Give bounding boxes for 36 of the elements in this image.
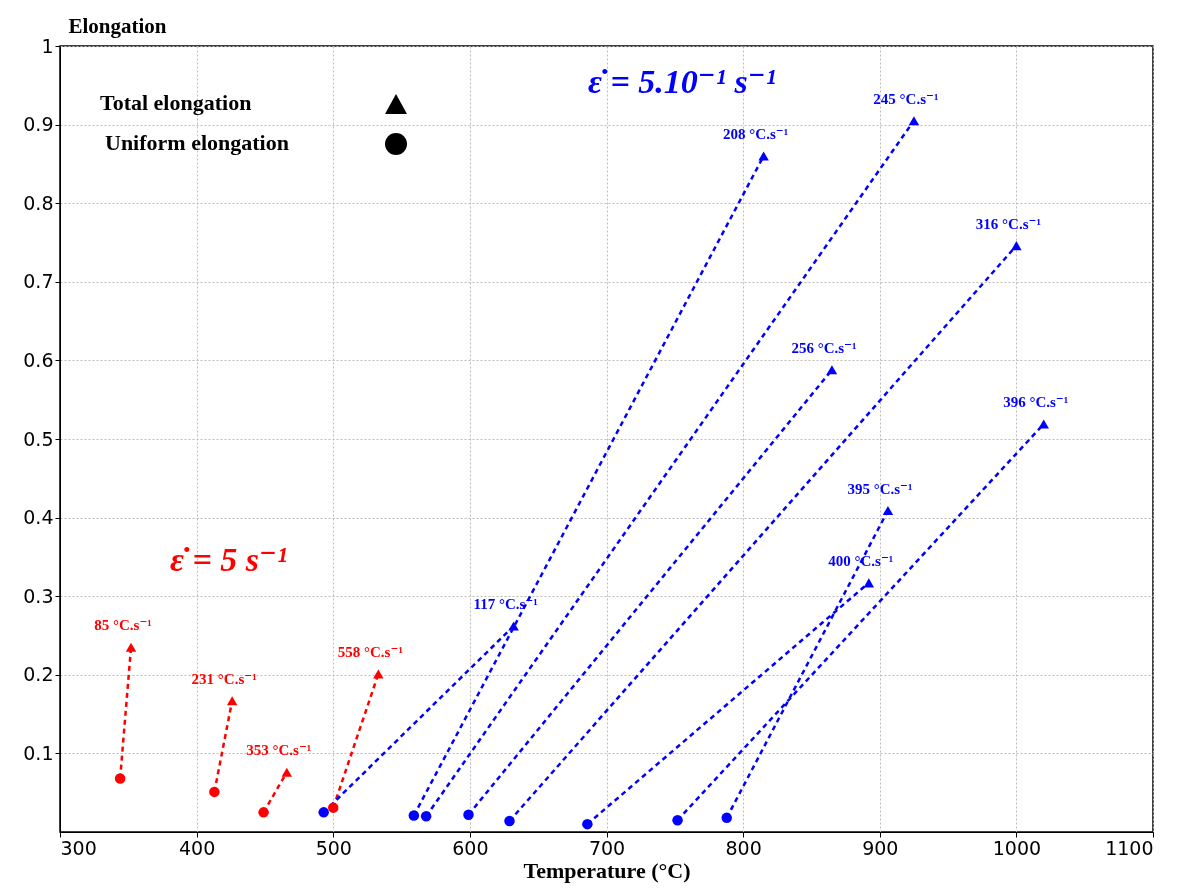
annotation: Total elongation bbox=[100, 90, 252, 115]
annotation: 245 °C.s⁻¹ bbox=[873, 90, 939, 107]
x-tick-label: 600 bbox=[452, 836, 489, 859]
x-tick-label: 700 bbox=[588, 836, 626, 859]
annotation: 316 °C.s⁻¹ bbox=[975, 215, 1041, 232]
x-tick-label: 300 bbox=[60, 836, 97, 859]
y-tick-label: 0.7 bbox=[23, 270, 54, 293]
annotation: Uniform elongation bbox=[105, 130, 289, 155]
y-tick-label: 0.6 bbox=[23, 348, 54, 371]
y-tick-label: 1 bbox=[41, 34, 54, 57]
annotation: 396 °C.s⁻¹ bbox=[1003, 394, 1069, 411]
annotation: 395 °C.s⁻¹ bbox=[847, 480, 913, 497]
text: ε̇ = 5 s⁻¹ bbox=[170, 541, 288, 578]
y-tick-label: 0.1 bbox=[23, 741, 54, 764]
annotation: 353 °C.s⁻¹ bbox=[246, 742, 312, 759]
x-tick-label: 900 bbox=[862, 836, 899, 859]
y-tick-label: 0.5 bbox=[23, 427, 54, 450]
annotation: 208 °C.s⁻¹ bbox=[723, 126, 789, 143]
y-tick-label: 0.2 bbox=[23, 663, 54, 686]
annotation: 256 °C.s⁻¹ bbox=[791, 339, 857, 356]
x-tick-label: 800 bbox=[725, 836, 762, 859]
annotation: 231 °C.s⁻¹ bbox=[191, 670, 257, 687]
annotation: 85 °C.s⁻¹ bbox=[94, 617, 152, 634]
annotation: 558 °C.s⁻¹ bbox=[337, 644, 403, 661]
x-tick-label: 500 bbox=[315, 836, 352, 859]
annotation: 117 °C.s⁻¹ bbox=[473, 596, 538, 613]
y-axis-title: Elongation bbox=[68, 13, 167, 38]
y-tick-label: 0.4 bbox=[23, 506, 54, 529]
x-tick-label: 1000 bbox=[992, 836, 1042, 859]
x-tick-label: 400 bbox=[178, 836, 216, 859]
series-label: ε̇ = 5.10⁻¹ s⁻¹ bbox=[588, 63, 776, 100]
y-tick-label: 0.3 bbox=[23, 584, 54, 607]
y-tick-label: 0.8 bbox=[23, 191, 54, 214]
y-tick-label: 0.9 bbox=[23, 113, 54, 136]
x-tick-label: 1100 bbox=[1105, 836, 1154, 859]
x-axis-title: Temperature (°C) bbox=[523, 857, 691, 883]
